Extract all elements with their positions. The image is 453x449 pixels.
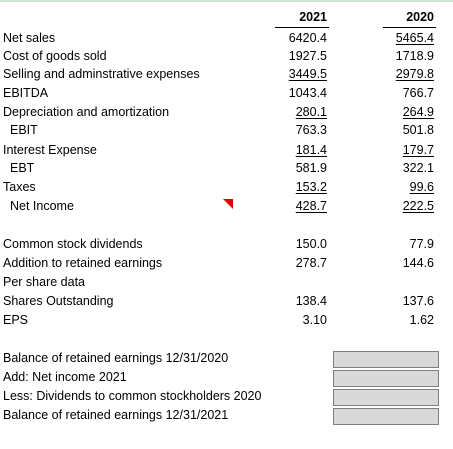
answer-input-cell[interactable] [333, 370, 439, 387]
value-2020: 137.6 [402, 294, 434, 308]
table-row: Interest Expense 181.4 179.7 [0, 143, 453, 161]
table-row: Addition to retained earnings 278.7 144.… [0, 256, 453, 274]
value-2021: 153.2 [295, 180, 327, 194]
table-row: EPS 3.10 1.62 [0, 313, 453, 331]
value-2021: 581.9 [295, 161, 327, 175]
row-label: Selling and adminstrative expenses [3, 67, 200, 81]
answer-input-cell[interactable] [333, 408, 439, 425]
row-label: Cost of goods sold [3, 49, 107, 63]
table-row: Balance of retained earnings 12/31/2021 [0, 408, 453, 426]
table-row: Cost of goods sold 1927.5 1718.9 [0, 49, 453, 67]
value-2021: 1043.4 [288, 86, 327, 100]
comment-indicator-icon[interactable] [223, 199, 233, 209]
answer-input-cell[interactable] [333, 389, 439, 406]
table-row: Selling and adminstrative expenses 3449.… [0, 67, 453, 85]
row-label: Less: Dividends to common stockholders 2… [3, 389, 262, 403]
row-label: Per share data [3, 275, 85, 289]
value-2020: 1718.9 [395, 49, 434, 63]
value-2021: 278.7 [295, 256, 327, 270]
row-label: Common stock dividends [3, 237, 143, 251]
row-label: Interest Expense [3, 143, 97, 157]
row-label: EBITDA [3, 86, 49, 100]
table-row: Less: Dividends to common stockholders 2… [0, 389, 453, 407]
value-2020: 322.1 [402, 161, 434, 175]
value-2021: 181.4 [295, 143, 327, 157]
value-2020: 222.5 [402, 199, 434, 213]
value-2020: 5465.4 [395, 31, 434, 45]
value-2020: 1.62 [409, 313, 434, 327]
row-label: Balance of retained earnings 12/31/2020 [3, 351, 229, 365]
row-label: EBIT [10, 123, 38, 137]
value-2021: 6420.4 [288, 31, 327, 45]
value-2020: 501.8 [402, 123, 434, 137]
column-header-2021: 2021 [299, 10, 327, 24]
value-2021: 3449.5 [288, 67, 327, 81]
table-row: EBIT 763.3 501.8 [0, 123, 453, 141]
row-label: Taxes [3, 180, 36, 194]
table-row: Balance of retained earnings 12/31/2020 [0, 351, 453, 369]
table-row: EBT 581.9 322.1 [0, 161, 453, 179]
value-2021: 150.0 [295, 237, 327, 251]
row-label: Addition to retained earnings [3, 256, 163, 270]
value-2020: 77.9 [409, 237, 434, 251]
row-label: Net Income [10, 199, 74, 213]
top-border [0, 0, 453, 2]
table-row: Taxes 153.2 99.6 [0, 180, 453, 198]
value-2021: 763.3 [295, 123, 327, 137]
column-header-2020: 2020 [406, 10, 434, 24]
row-label: Depreciation and amortization [3, 105, 170, 119]
value-2020: 144.6 [402, 256, 434, 270]
table-row: Depreciation and amortization 280.1 264.… [0, 105, 453, 123]
value-2020: 179.7 [402, 143, 434, 157]
value-2021: 3.10 [302, 313, 327, 327]
header-underline-2021 [275, 27, 329, 28]
table-row: Net sales 6420.4 5465.4 [0, 31, 453, 49]
value-2020: 2979.8 [395, 67, 434, 81]
answer-input-cell[interactable] [333, 351, 439, 368]
value-2020: 766.7 [402, 86, 434, 100]
table-row: Common stock dividends 150.0 77.9 [0, 237, 453, 255]
value-2021: 280.1 [295, 105, 327, 119]
row-label: EPS [3, 313, 29, 327]
row-label: Shares Outstanding [3, 294, 114, 308]
value-2020: 264.9 [402, 105, 434, 119]
header-underline-2020 [383, 27, 436, 28]
row-label: Add: Net income 2021 [3, 370, 127, 384]
value-2021: 138.4 [295, 294, 327, 308]
value-2021: 428.7 [295, 199, 327, 213]
table-row: Add: Net income 2021 [0, 370, 453, 388]
value-2021: 1927.5 [288, 49, 327, 63]
row-label: Net sales [3, 31, 56, 45]
table-row: EBITDA 1043.4 766.7 [0, 86, 453, 104]
value-2020: 99.6 [409, 180, 434, 194]
row-label: EBT [10, 161, 35, 175]
table-row: Net Income 428.7 222.5 [0, 199, 453, 217]
table-row: Per share data [0, 275, 453, 293]
row-label: Balance of retained earnings 12/31/2021 [3, 408, 229, 422]
table-row: Shares Outstanding 138.4 137.6 [0, 294, 453, 312]
